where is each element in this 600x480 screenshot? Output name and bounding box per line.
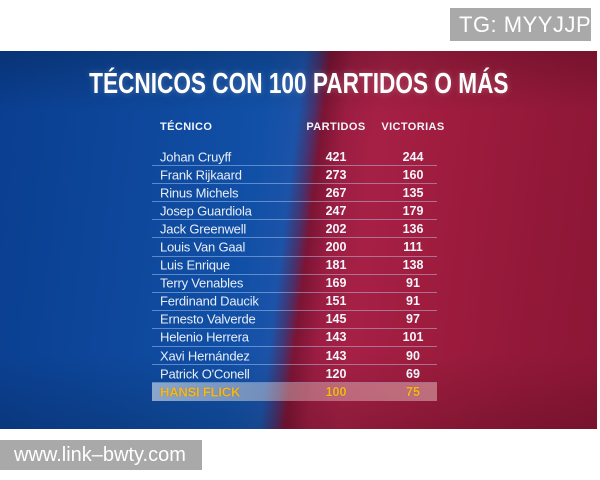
coach-name: Louis Van Gaal [160,239,246,255]
table-row: Terry Venables 169 91 [152,275,437,293]
coaches-table: TÉCNICO PARTIDOS VICTORIAS Johan Cruyff … [152,119,444,402]
coach-name: Josep Guardiola [160,203,252,219]
table-row: Xavi Hernández 143 90 [152,347,437,366]
wins-value: 111 [403,240,423,255]
matches-value: 202 [325,221,347,236]
table-body: Johan Cruyff 421 244 Frank Rijkaard 273 … [152,148,437,402]
coach-name: Johan Cruyff [160,149,232,165]
coach-name: Luis Enrique [160,257,230,273]
table-header-row: TÉCNICO PARTIDOS VICTORIAS [152,119,444,148]
wins-value: 136 [402,221,424,236]
table-row: Luis Enrique 181 138 [152,257,437,275]
infographic-panel: TÉCNICOS CON 100 PARTIDOS O MÁS TÉCNICO … [0,51,597,429]
wins-value: 91 [406,294,420,309]
matches-value: 100 [325,385,347,400]
column-header-matches: PARTIDOS [306,121,366,133]
matches-value: 145 [325,312,347,327]
wins-value: 179 [402,203,424,218]
infographic-title: TÉCNICOS CON 100 PARTIDOS O MÁS [88,68,509,100]
telegram-watermark-badge: TG: MYYJJPP [450,8,600,41]
coach-name: Terry Venables [160,275,244,291]
matches-value: 120 [325,366,347,381]
wins-value: 75 [406,385,420,400]
site-url-bar: www.link–bwty.com [0,440,202,470]
matches-value: 421 [325,149,347,164]
coach-name: Xavi Hernández [160,348,250,364]
matches-value: 200 [325,240,347,255]
table-row: Frank Rijkaard 273 160 [152,166,437,185]
wins-value: 138 [402,258,424,273]
coach-name: Frank Rijkaard [160,167,242,183]
table-row: Helenio Herrera 143 101 [152,329,437,348]
table-row: Louis Van Gaal 200 111 [152,238,437,257]
table-row: Josep Guardiola 247 179 [152,202,437,221]
wins-value: 160 [402,167,424,182]
table-row: Rinus Michels 267 135 [152,184,437,203]
matches-value: 181 [325,258,347,273]
wins-value: 135 [402,185,424,200]
coach-name: HANSI FLICK [160,384,241,400]
coach-name: Jack Greenwell [160,221,247,237]
wins-value: 91 [406,276,420,291]
matches-value: 143 [325,348,347,363]
table-row: Ferdinand Daucik 151 91 [152,293,437,311]
column-header-coach: TÉCNICO [160,121,213,133]
wins-value: 90 [406,348,420,363]
wins-value: 244 [402,149,424,164]
coach-name: Ernesto Valverde [160,311,256,327]
wins-value: 101 [402,330,424,345]
matches-value: 267 [325,185,347,200]
coach-name: Patrick O'Conell [160,366,250,382]
wins-value: 97 [406,312,420,327]
column-header-wins: VICTORIAS [381,121,445,133]
table-row: Johan Cruyff 421 244 [152,148,437,167]
table-row: Jack Greenwell 202 136 [152,220,437,239]
table-row: Patrick O'Conell 120 69 [152,365,437,384]
table-row: HANSI FLICK 100 75 [152,383,437,402]
table-row: Ernesto Valverde 145 97 [152,311,437,329]
coach-name: Rinus Michels [160,185,239,201]
matches-value: 151 [325,294,347,309]
matches-value: 169 [325,276,347,291]
matches-value: 273 [325,167,347,182]
coach-name: Ferdinand Daucik [160,293,259,309]
matches-value: 143 [325,330,347,345]
title-container: TÉCNICOS CON 100 PARTIDOS O MÁS [0,68,597,101]
matches-value: 247 [325,203,347,218]
wins-value: 69 [406,366,420,381]
coach-name: Helenio Herrera [160,329,249,345]
